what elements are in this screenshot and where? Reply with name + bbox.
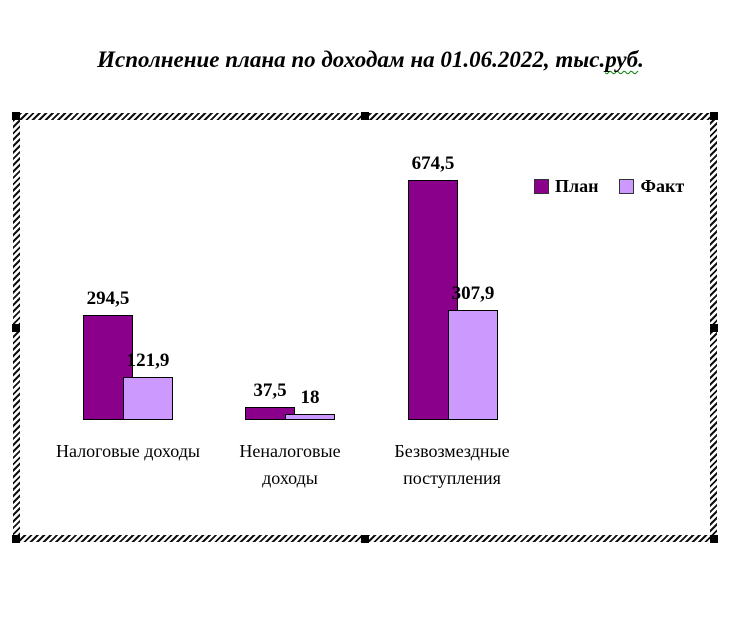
chart-title-period: . <box>638 47 644 72</box>
selection-handle-top-center[interactable] <box>361 112 369 120</box>
selection-handle-middle-right[interactable] <box>710 323 718 332</box>
legend-item-fakt[interactable]: Факт <box>619 176 684 197</box>
category-label-nontax-income[interactable]: Неналоговые доходы <box>185 438 395 492</box>
legend-label-plan: План <box>555 176 599 196</box>
bar-fakt-2[interactable] <box>448 310 498 420</box>
category-label-line: Безвозмездные <box>394 441 510 461</box>
selection-handle-top-left[interactable] <box>12 112 20 120</box>
bar-value-label-plan-2[interactable]: 674,5 <box>411 153 455 174</box>
bar-value-label-fakt-0[interactable]: 121,9 <box>126 350 170 371</box>
bar-value-label-fakt-2[interactable]: 307,9 <box>451 283 495 304</box>
category-label-gratuitous-receipts[interactable]: Безвозмездные поступления <box>347 438 557 492</box>
chart-object-frame[interactable]: 294,5 37,5 674,5 121,9 18 307,9 План Факт Нал… <box>12 112 718 543</box>
legend-swatch-fakt-icon <box>619 179 635 194</box>
category-label-line: доходы <box>262 468 318 488</box>
selection-handle-bottom-right[interactable] <box>710 535 718 543</box>
bar-value-label-plan-0[interactable]: 294,5 <box>86 288 130 309</box>
category-label-line: Налоговые доходы <box>56 441 200 461</box>
selection-handle-bottom-left[interactable] <box>12 535 20 543</box>
chart-area[interactable] <box>20 120 710 535</box>
plot-area: 294,5 37,5 674,5 121,9 18 307,9 <box>13 113 717 542</box>
legend-label-fakt: Факт <box>640 176 685 196</box>
category-label-line: поступления <box>403 468 501 488</box>
chart-title-misspelled-word: руб <box>605 47 639 72</box>
category-label-line: Неналоговые <box>239 441 341 461</box>
chart-title[interactable]: Исполнение плана по доходам на 01.06.202… <box>0 47 741 73</box>
selection-handle-middle-left[interactable] <box>12 323 20 332</box>
bar-value-label-plan-1[interactable]: 37,5 <box>253 380 287 401</box>
bar-fakt-1[interactable] <box>285 414 335 420</box>
bar-fakt-0[interactable] <box>123 377 173 420</box>
selection-handle-top-right[interactable] <box>710 112 718 120</box>
chart-legend[interactable]: План Факт <box>534 176 684 197</box>
bar-value-label-fakt-1[interactable]: 18 <box>300 387 320 408</box>
category-label-tax-income[interactable]: Налоговые доходы <box>23 438 233 465</box>
legend-item-plan[interactable]: План <box>534 176 598 197</box>
chart-title-text: Исполнение плана по доходам на 01.06.202… <box>97 47 606 72</box>
legend-swatch-plan-icon <box>534 179 549 194</box>
selection-handle-bottom-center[interactable] <box>361 535 369 543</box>
bar-plan-1[interactable] <box>245 407 295 420</box>
